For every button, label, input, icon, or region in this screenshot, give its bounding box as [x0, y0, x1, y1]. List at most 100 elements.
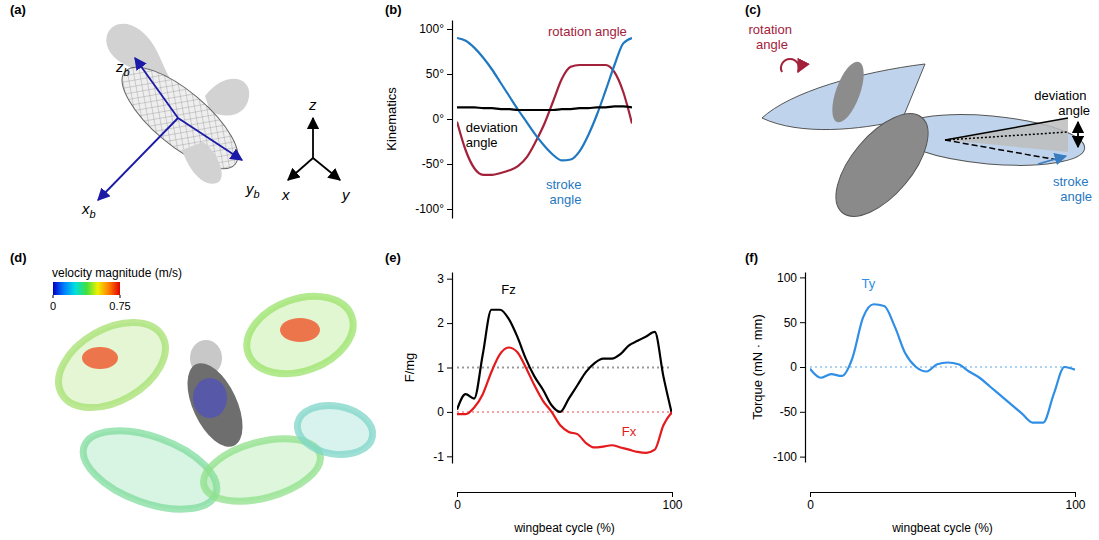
axis-label: xb	[81, 200, 96, 220]
plot-area	[457, 310, 672, 453]
annotation: deviation angle	[1034, 88, 1090, 118]
body-highlight	[193, 378, 227, 418]
colorbar-tick	[120, 295, 121, 298]
y-tick-mark	[800, 277, 805, 278]
text-line: rotation	[749, 22, 796, 37]
x-tick-mark	[1075, 492, 1076, 497]
colorbar	[53, 282, 120, 295]
reference-line	[457, 411, 672, 413]
series-line	[457, 310, 672, 414]
axis-label-sub: b	[90, 208, 96, 220]
x-axis: 0 100	[807, 492, 1086, 512]
y-tick: 100	[777, 271, 805, 285]
rotation-arrow	[781, 59, 799, 72]
vortex-ring	[293, 400, 376, 460]
wing	[826, 58, 870, 126]
series-label: Fx	[622, 424, 637, 439]
x-axis: 0 100	[454, 492, 683, 512]
y-tick-mark	[800, 457, 805, 458]
axis-label: yb	[245, 180, 260, 200]
series-label: rotation angle	[548, 24, 627, 39]
y-tick: -50°	[422, 157, 452, 171]
y-tick-label: 2	[437, 316, 444, 330]
wing-line	[945, 140, 1058, 160]
y-tick-mark	[447, 368, 452, 369]
x-tick-label: 0	[454, 498, 461, 512]
text-line: deviation	[1034, 88, 1090, 103]
colorbar-tick-label: 0	[50, 300, 56, 312]
illustration-a: xbybzbxyz	[81, 24, 351, 220]
y-tick-mark	[447, 29, 452, 30]
y-axis: -100-50050100	[773, 271, 806, 464]
y-tick-label: 100	[777, 271, 797, 285]
arrow	[313, 158, 340, 180]
x-axis-line	[811, 492, 1076, 493]
body	[819, 98, 945, 232]
wing	[182, 142, 222, 184]
y-tick-mark	[447, 164, 452, 165]
axis-label: x	[281, 186, 290, 203]
series-line	[457, 348, 672, 453]
series-label: Fz	[501, 282, 515, 297]
vortex-core	[82, 347, 118, 369]
arrow	[312, 118, 314, 158]
y-tick-label: 50	[784, 316, 798, 330]
y-tick-mark	[447, 279, 452, 280]
x-axis-line	[458, 492, 673, 493]
series-line	[457, 38, 632, 160]
y-axis: -10123	[433, 272, 452, 464]
panel-label: (e)	[385, 250, 401, 265]
text-line: deviation	[466, 120, 522, 135]
y-tick: -1	[433, 450, 452, 464]
plot-area	[810, 304, 1075, 422]
series-line	[810, 304, 1075, 422]
arrow	[288, 158, 313, 180]
x-tick-label: 100	[662, 498, 682, 512]
text-line: angle	[1060, 189, 1092, 204]
wing	[945, 118, 1068, 152]
vortex-core	[280, 318, 320, 342]
x-tick: 100	[1065, 492, 1085, 512]
axis-label: y	[341, 186, 351, 203]
series-line	[457, 65, 632, 175]
x-tick-mark	[672, 492, 673, 497]
wing-line	[945, 118, 1068, 140]
y-tick-mark	[447, 74, 452, 75]
y-tick: 100°	[419, 22, 452, 36]
text-line: angle	[550, 192, 582, 207]
y-axis-line	[805, 273, 806, 463]
plot-area	[457, 38, 632, 175]
colorbar-tick	[53, 295, 54, 298]
y-axis-title: Kinematics	[384, 87, 399, 151]
wing-line	[945, 132, 1068, 140]
illustration-d: velocity magnitude (m/s)00.75	[44, 266, 377, 525]
colorbar-tick-label: 0.75	[109, 300, 130, 312]
y-axis-title: Torque (mN · mm)	[750, 314, 765, 419]
y-tick-label: -100	[773, 450, 797, 464]
y-tick: 0°	[433, 112, 452, 126]
body	[176, 355, 254, 455]
y-tick: -100°	[415, 202, 452, 216]
panel-label: (a)	[10, 2, 26, 17]
y-axis: -100°-50°0°50°100°	[415, 21, 452, 219]
x-tick-mark	[810, 492, 811, 497]
y-tick-label: 1	[437, 361, 444, 375]
x-tick: 0	[807, 492, 814, 512]
text-line: stroke	[1053, 174, 1092, 189]
panel-label: (f)	[745, 250, 758, 265]
y-tick: 50	[784, 316, 805, 330]
arrow	[98, 118, 178, 200]
y-tick-mark	[447, 456, 452, 457]
vortex-ring	[236, 282, 364, 387]
y-tick-label: -50	[780, 405, 798, 419]
series-line	[457, 106, 632, 110]
x-tick: 100	[662, 492, 682, 512]
y-tick-label: 100°	[419, 22, 444, 36]
text-line: angle	[1058, 103, 1090, 118]
series-label: Ty	[861, 276, 875, 291]
y-tick: -50	[780, 405, 805, 419]
y-tick-mark	[447, 119, 452, 120]
text-line: stroke	[546, 177, 585, 192]
series-label: deviation angle	[466, 120, 522, 150]
y-tick-label: -1	[433, 450, 444, 464]
